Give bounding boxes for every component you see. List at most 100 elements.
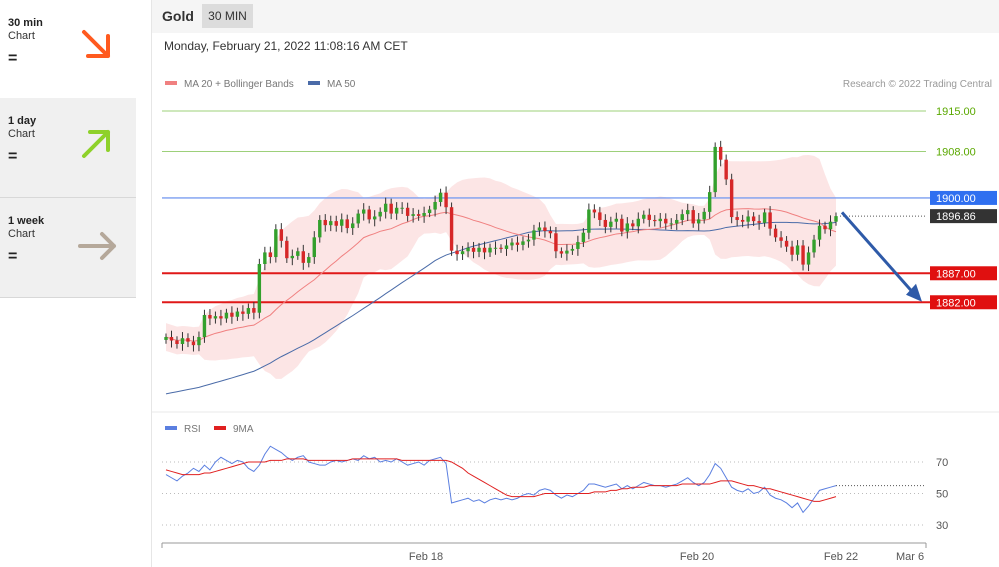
candle-body <box>235 311 240 317</box>
candle-body <box>224 312 229 319</box>
level-label: 1887.00 <box>936 268 976 280</box>
candle-body <box>389 203 393 214</box>
candle-body <box>213 316 218 319</box>
candle-body <box>318 219 322 238</box>
candle-body <box>642 214 646 219</box>
candle-body <box>790 246 794 255</box>
candle-body <box>548 230 553 234</box>
candle-body <box>268 252 273 258</box>
candle-body <box>372 216 377 220</box>
arrow-down-right-icon <box>82 30 110 58</box>
level-tag <box>930 295 997 310</box>
candle-body <box>680 214 684 220</box>
candle-body <box>675 219 679 224</box>
timeframe-1day[interactable]: 1 day Chart = <box>0 98 136 198</box>
candle-body <box>416 214 421 216</box>
candle-body <box>543 227 547 231</box>
legend-label: RSI <box>184 424 201 435</box>
candle-body <box>565 250 569 254</box>
candle-body <box>334 221 338 226</box>
rsi-tick-label: 50 <box>936 489 948 501</box>
timeframe-period: 1 week <box>8 215 45 227</box>
candle-body <box>653 219 657 222</box>
candle-body <box>702 211 706 220</box>
candle-body <box>603 219 608 227</box>
candle-body <box>598 212 602 220</box>
candle-body <box>768 212 772 229</box>
timeframe-status: = <box>8 50 18 67</box>
candle-body <box>241 311 245 314</box>
candle-body <box>647 214 651 220</box>
candle-body <box>631 223 635 227</box>
timeframe-sub: Chart <box>8 228 35 240</box>
candle-body <box>576 241 580 249</box>
symbol-name: Gold <box>162 8 194 24</box>
level-label: 1915.00 <box>936 106 976 118</box>
candle-body <box>620 218 624 232</box>
level-label: 1900.00 <box>936 193 976 205</box>
candle-body <box>351 223 355 229</box>
timeframe-sidebar: 30 min Chart = 1 day Chart = 1 week Char… <box>0 0 136 567</box>
candle-body <box>175 340 179 344</box>
panel-divider <box>151 0 152 567</box>
chart-header: Gold 30 MIN <box>152 0 999 33</box>
candle-body <box>729 179 734 218</box>
timeframe-status: = <box>8 148 18 165</box>
candle-body <box>230 312 234 317</box>
candle-body <box>438 192 443 202</box>
rsi-tick-label: 30 <box>936 520 948 532</box>
candle-body <box>625 223 630 232</box>
candle-body <box>411 214 415 216</box>
candle-body <box>609 221 613 227</box>
candle-body <box>394 207 399 214</box>
candle-body <box>664 218 668 224</box>
candle-body <box>740 219 745 222</box>
candle-body <box>263 252 267 265</box>
legend-swatch <box>165 81 177 85</box>
timeframe-30min[interactable]: 30 min Chart = <box>0 0 136 100</box>
timeframe-1week[interactable]: 1 week Chart = <box>0 198 136 298</box>
candle-body <box>784 240 789 247</box>
candle-body <box>290 255 295 259</box>
candle-body <box>274 229 278 258</box>
timeframe-sub: Chart <box>8 128 35 140</box>
legend-swatch <box>308 81 320 85</box>
candle-body <box>751 216 756 222</box>
candle-body <box>554 233 558 252</box>
candle-body <box>356 213 360 224</box>
candle-body <box>323 219 327 226</box>
candle-body <box>526 239 531 242</box>
candle-body <box>169 337 174 341</box>
candle-body <box>427 209 432 213</box>
candle-body <box>433 201 437 210</box>
level-tag <box>930 266 997 281</box>
candle-body <box>697 219 701 224</box>
candle-body <box>482 247 487 253</box>
candle-body <box>345 219 349 229</box>
chart-timestamp: Monday, February 21, 2022 11:08:16 AM CE… <box>164 39 408 53</box>
candle-body <box>746 216 750 222</box>
candle-body <box>405 207 410 216</box>
candle-body <box>285 240 289 259</box>
candle-body <box>499 247 503 249</box>
candle-body <box>246 308 251 314</box>
level-label: 1882.00 <box>936 297 976 309</box>
candle-body <box>362 209 366 214</box>
candle-body <box>252 308 256 313</box>
candle-body <box>466 247 470 252</box>
candle-body <box>312 237 316 258</box>
candle-body <box>296 251 300 256</box>
candle-body <box>504 245 509 249</box>
candle-body <box>340 219 344 226</box>
interval-button[interactable]: 30 MIN <box>202 4 253 28</box>
chart-credit: Research © 2022 Trading Central <box>843 79 992 90</box>
candle-body <box>817 225 822 240</box>
candle-body <box>493 247 498 249</box>
candle-body <box>444 192 448 208</box>
rsi-ma-line <box>165 458 837 502</box>
candle-body <box>180 338 185 344</box>
candle-body <box>191 341 196 346</box>
candle-body <box>669 223 673 225</box>
x-tick-label: Feb 18 <box>409 551 443 563</box>
